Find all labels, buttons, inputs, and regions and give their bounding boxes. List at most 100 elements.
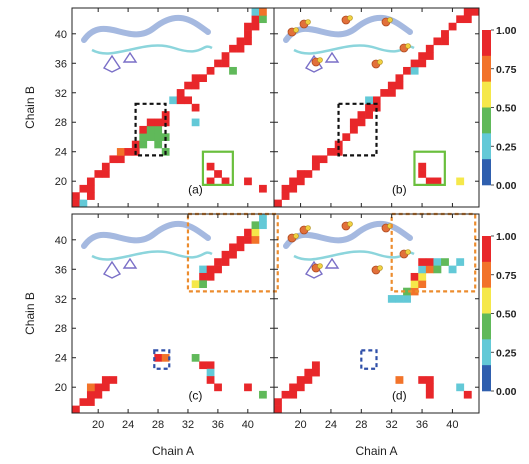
heatmap-cell <box>86 398 95 406</box>
heatmap-cell <box>281 390 290 399</box>
colorbar-tick-label: 0.75 <box>496 270 517 282</box>
heatmap-cell <box>410 287 419 296</box>
heatmap-cell <box>206 376 215 384</box>
highlight-box-black <box>134 102 167 157</box>
colorbar-segment <box>482 81 491 108</box>
heatmap-cell <box>274 398 282 406</box>
heatmap-cell <box>206 66 215 75</box>
colorbar-segment <box>482 133 491 160</box>
heatmap-cell <box>403 295 411 303</box>
heatmap-cell <box>403 287 411 296</box>
heatmap-cell <box>251 236 260 244</box>
heatmap-cell <box>433 177 442 186</box>
heatmap-cell <box>418 376 427 384</box>
heatmap-cell <box>456 15 465 24</box>
panel-3: (c) <box>71 212 279 414</box>
x-axis-label: Chain A <box>152 444 194 458</box>
colorbar: 1.00 0.75 0.50 0.25 0.00 <box>482 25 517 192</box>
colorbar-segment <box>482 287 491 314</box>
heatmap-cell <box>229 66 237 75</box>
heatmap-cell <box>327 148 336 156</box>
heatmap-cell <box>410 272 419 281</box>
heatmap-cell <box>418 272 427 281</box>
panel-label: (c) <box>188 389 202 403</box>
heatmap-cell <box>304 170 313 178</box>
heatmap-cell <box>206 361 215 370</box>
heatmap-cell <box>425 258 434 266</box>
heatmap-cell <box>471 8 480 16</box>
colorbar-tick-label: 1.00 <box>496 25 517 37</box>
heatmap-cell <box>72 192 80 200</box>
heatmap-cell <box>154 140 163 149</box>
heatmap-cell <box>154 354 163 362</box>
y-tick-label: 24 <box>55 147 67 159</box>
heatmap-cell <box>139 140 148 149</box>
colorbar-segment <box>482 107 491 134</box>
heatmap-cell <box>154 118 163 127</box>
panel-4: (d) <box>273 212 480 414</box>
heatmap-cell <box>221 258 230 266</box>
heatmap-cell <box>94 170 103 178</box>
heatmap-cell <box>425 376 434 384</box>
heatmap-cell <box>441 258 449 266</box>
heatmap-cell <box>410 59 419 68</box>
heatmap-cell <box>139 133 148 141</box>
heatmap-cell <box>319 155 328 164</box>
heatmap-cell <box>357 118 366 127</box>
heatmap-cell <box>79 199 88 208</box>
heatmap-cell <box>441 30 449 38</box>
heatmap-cell <box>342 133 351 141</box>
heatmap-cell <box>380 89 389 97</box>
heatmap-cell <box>365 103 374 112</box>
x-tick-label: 28 <box>355 419 367 431</box>
heatmap-cell <box>244 37 252 46</box>
colorbar-tick-label: 0.75 <box>496 64 517 76</box>
heatmap-cell <box>259 15 267 24</box>
heatmap-cell <box>311 155 320 164</box>
heatmap-cell <box>109 376 118 384</box>
x-axis-label: Chain A <box>355 444 397 458</box>
heatmap-cell <box>206 272 215 281</box>
y-tick-label: 40 <box>55 235 67 247</box>
protein-structure-icon <box>81 220 213 279</box>
heatmap-cell <box>169 96 178 105</box>
heatmap-cell <box>251 22 260 31</box>
heatmap-cell <box>357 111 366 119</box>
heatmap-cell <box>221 250 230 259</box>
heatmap-cell <box>387 81 396 90</box>
heatmap-cell <box>395 376 404 384</box>
heatmap-cell <box>236 236 245 244</box>
heatmap-cell <box>214 170 222 178</box>
heatmap-cell <box>214 59 222 68</box>
heatmap-cell <box>403 66 411 75</box>
heatmap-cell <box>259 8 267 16</box>
heatmap-cell <box>425 265 434 274</box>
heatmap-cell <box>116 148 125 156</box>
heatmap-cell <box>395 295 404 303</box>
colorbar-segment <box>482 339 491 366</box>
heatmap-cell <box>334 140 343 149</box>
heatmap-cell <box>387 295 396 303</box>
heatmap-cell <box>72 199 80 208</box>
colorbar-segment <box>482 365 491 392</box>
panel-label: (d) <box>392 389 407 403</box>
heatmap-cell <box>221 177 230 186</box>
heatmap-cell <box>296 383 305 392</box>
x-tick-label: 24 <box>325 419 337 431</box>
highlight-box-blue <box>153 349 171 370</box>
heatmap-cell <box>425 390 434 399</box>
heatmap-cell <box>410 66 419 75</box>
heatmap-cell <box>191 354 200 362</box>
colorbar-tick-label: 1.00 <box>496 231 517 243</box>
heatmap-cell <box>251 8 260 16</box>
colorbar-segment <box>482 30 491 57</box>
heatmap-cell <box>176 89 185 97</box>
heatmap-cell <box>94 390 103 399</box>
heatmap-cell <box>349 125 358 134</box>
y-tick-label: 32 <box>55 294 67 306</box>
heatmap-cell <box>296 376 305 384</box>
heatmap-cell <box>199 272 207 281</box>
heatmap-cell <box>191 118 200 127</box>
heatmap-cell <box>441 37 449 46</box>
